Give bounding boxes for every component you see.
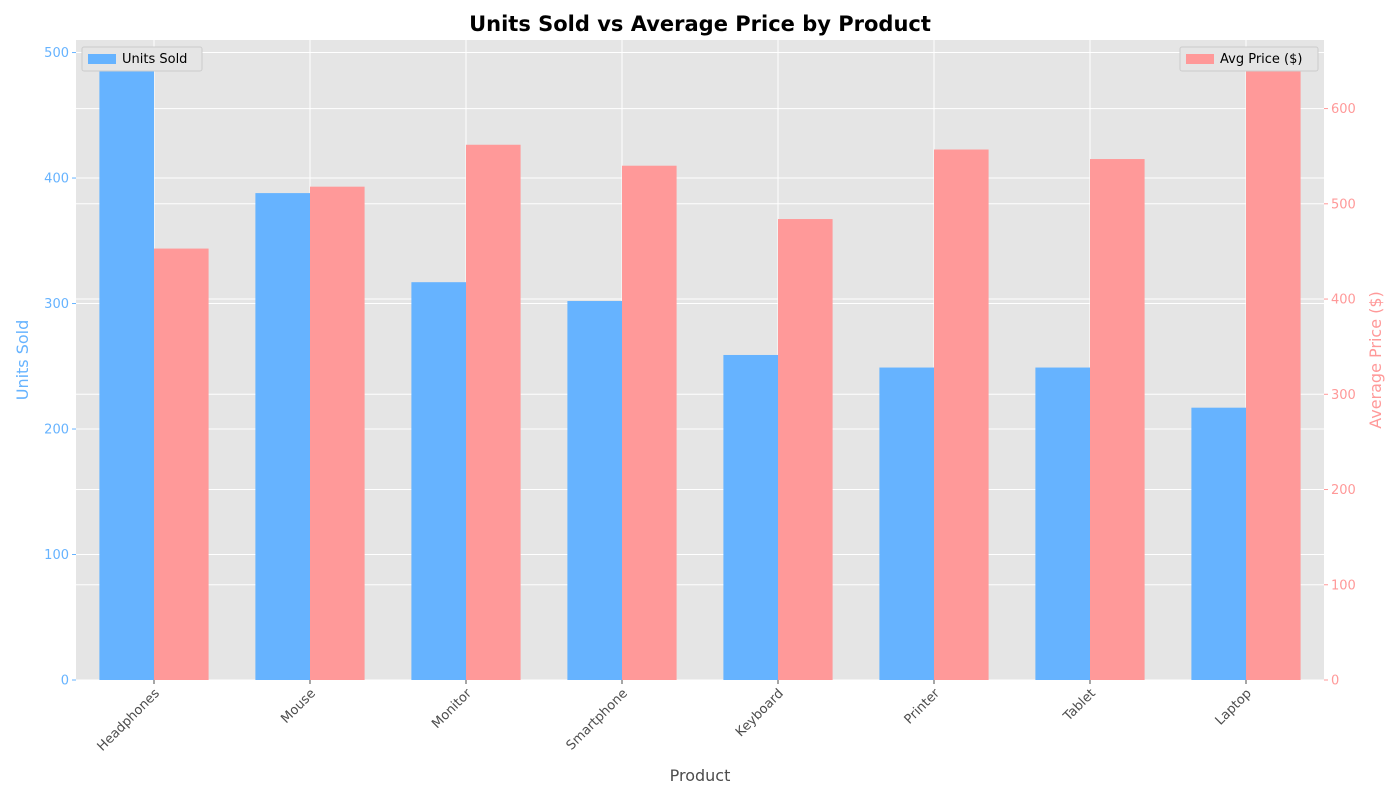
x-tick-label: Mouse [278, 686, 318, 726]
x-tick-label: Smartphone [564, 686, 631, 753]
y-right-tick-label: 200 [1331, 483, 1356, 498]
bar-units-sold [99, 52, 154, 681]
y-axis-right-label: Average Price ($) [1366, 291, 1385, 429]
y-right-tick-label: 400 [1331, 293, 1356, 308]
y-axis-left-label: Units Sold [13, 320, 32, 401]
bar-avg-price [1246, 62, 1301, 681]
y-left-tick-label: 0 [61, 674, 69, 689]
legend-swatch [1186, 54, 1214, 64]
bar-avg-price [934, 149, 989, 680]
bar-units-sold [411, 282, 466, 680]
x-tick-label: Monitor [429, 686, 475, 732]
legend-swatch [88, 54, 116, 64]
x-tick-label: Headphones [95, 686, 163, 754]
bar-units-sold [879, 367, 934, 680]
bar-units-sold [255, 193, 310, 681]
y-right-tick-label: 600 [1331, 102, 1356, 117]
y-left-tick-label: 500 [44, 46, 69, 61]
y-right-tick-label: 0 [1331, 674, 1339, 689]
chart-title: Units Sold vs Average Price by Product [469, 12, 931, 36]
x-tick-label: Keyboard [733, 686, 787, 740]
legend-avg-price: Avg Price ($) [1179, 46, 1319, 72]
bar-avg-price [154, 248, 209, 681]
y-left-tick-label: 300 [44, 297, 69, 312]
bar-units-sold [1191, 407, 1246, 680]
y-left-tick-label: 400 [44, 172, 69, 187]
y-right-tick-label: 300 [1331, 388, 1356, 403]
legend-label: Units Sold [122, 52, 187, 67]
y-right-tick-label: 500 [1331, 197, 1356, 212]
plot-area: 0 100 200 300 400 500 0 100 200 300 400 500 600 Headp… [44, 40, 1356, 754]
x-tick-label: Printer [902, 686, 944, 728]
y-left-tick-label: 200 [44, 423, 69, 438]
bar-units-sold [567, 301, 622, 680]
x-tick-label: Laptop [1213, 686, 1255, 728]
legend-label: Avg Price ($) [1220, 52, 1302, 67]
legend-frame [81, 46, 203, 72]
bar-avg-price [1090, 159, 1145, 681]
x-axis-label: Product [670, 766, 731, 785]
bar-avg-price [622, 165, 677, 680]
bar-avg-price [778, 219, 833, 681]
y-left-tick-label: 100 [44, 548, 69, 563]
bar-avg-price [310, 186, 365, 680]
legend-frame [1179, 46, 1319, 72]
bar-units-sold [1035, 367, 1090, 680]
bar-avg-price [466, 144, 521, 680]
y-right-tick-label: 100 [1331, 578, 1356, 593]
legend-units-sold: Units Sold [81, 46, 203, 72]
x-tick-label: Tablet [1060, 686, 1099, 725]
bar-units-sold [723, 354, 778, 680]
